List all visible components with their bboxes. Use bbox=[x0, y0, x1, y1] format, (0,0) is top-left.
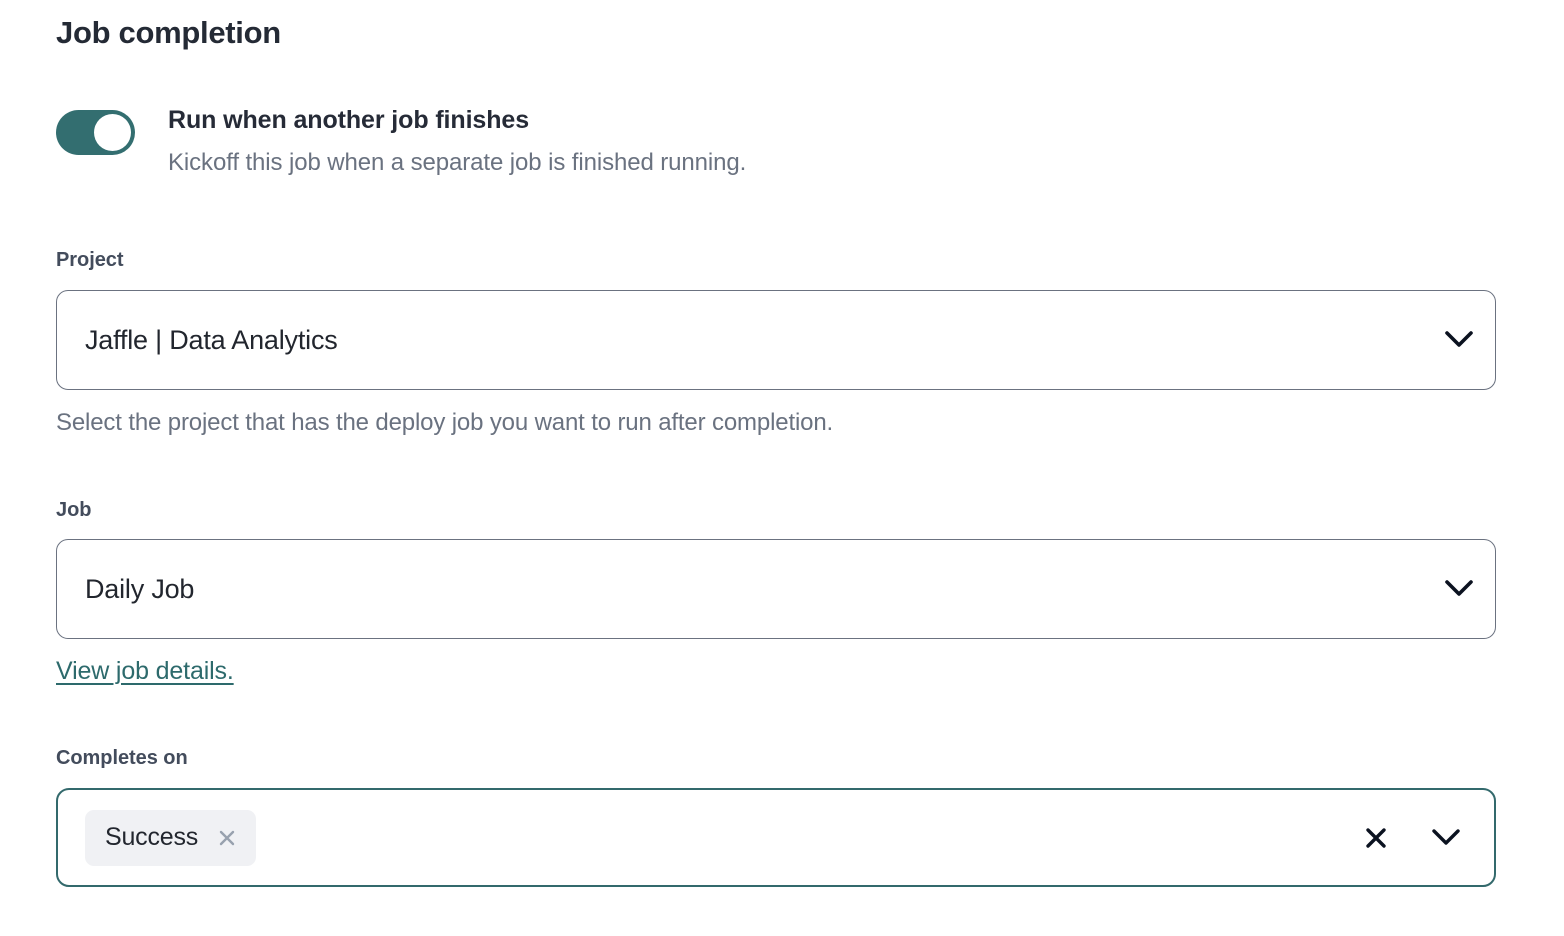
project-select[interactable]: Jaffle | Data Analytics bbox=[56, 290, 1496, 390]
tag-label: Success bbox=[105, 823, 199, 851]
job-select[interactable]: Daily Job bbox=[56, 539, 1496, 639]
tag-success: Success bbox=[85, 809, 257, 866]
chevron-down-icon[interactable] bbox=[1424, 816, 1468, 860]
close-icon[interactable] bbox=[214, 825, 240, 851]
project-helper-text: Select the project that has the deploy j… bbox=[56, 409, 834, 436]
completes-on-multiselect[interactable]: Success bbox=[56, 788, 1496, 887]
page-title: Job completion bbox=[56, 15, 281, 50]
run-when-another-job-finishes-toggle[interactable] bbox=[56, 110, 135, 155]
chevron-down-icon[interactable] bbox=[1423, 331, 1495, 349]
job-label: Job bbox=[56, 499, 92, 521]
job-select-value: Daily Job bbox=[85, 573, 195, 604]
toggle-description: Kickoff this job when a separate job is … bbox=[168, 149, 747, 177]
toggle-knob bbox=[94, 114, 131, 151]
project-label: Project bbox=[56, 249, 124, 271]
view-job-details-link[interactable]: View job details. bbox=[56, 657, 234, 685]
toggle-text-block: Run when another job finishes Kickoff th… bbox=[168, 105, 1496, 178]
run-when-another-job-finishes-row: Run when another job finishes Kickoff th… bbox=[56, 105, 1496, 178]
toggle-label: Run when another job finishes bbox=[168, 106, 530, 134]
chevron-down-icon[interactable] bbox=[1423, 580, 1495, 598]
completes-on-tag-list: Success bbox=[58, 809, 1354, 866]
completes-on-actions bbox=[1354, 816, 1494, 860]
project-select-value: Jaffle | Data Analytics bbox=[85, 324, 338, 355]
completes-on-label: Completes on bbox=[56, 747, 188, 769]
close-icon[interactable] bbox=[1354, 816, 1398, 860]
